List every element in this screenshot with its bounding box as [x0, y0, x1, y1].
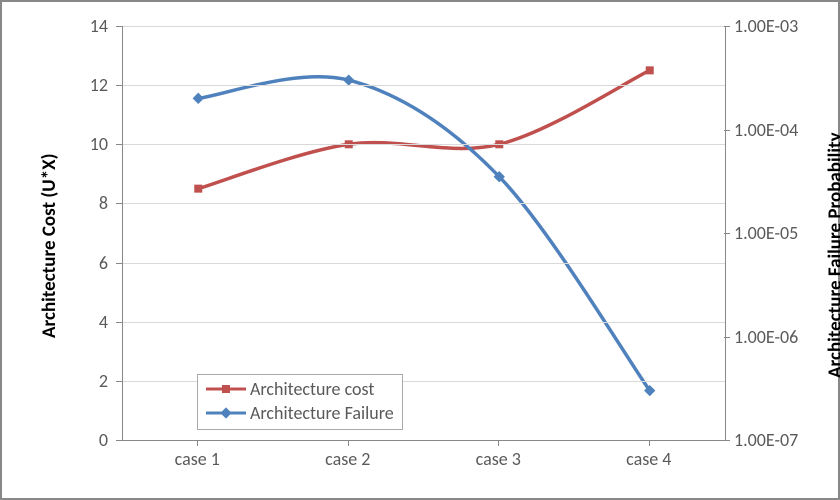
- series-marker-failure: [193, 93, 204, 104]
- gridline: [123, 85, 725, 86]
- y-right-tick: [724, 26, 730, 27]
- y-right-tick-label: 1.00E-03: [734, 15, 798, 37]
- gridline: [123, 263, 725, 264]
- y-left-tick: [116, 381, 122, 382]
- y-right-tick: [724, 440, 730, 441]
- legend-marker-failure: [220, 407, 231, 418]
- legend-item-cost: Architecture cost: [206, 377, 394, 401]
- y-left-tick-label: 6: [99, 252, 108, 274]
- x-tick-label: case 4: [619, 448, 679, 470]
- x-tick-label: case 2: [318, 448, 378, 470]
- y-left-tick: [116, 440, 122, 441]
- y-left-tick-label: 4: [99, 311, 108, 333]
- y-left-axis-title: Architecture Cost (U*X): [38, 153, 61, 338]
- y-right-tick-label: 1.00E-04: [734, 119, 798, 141]
- chart-frame: Architecture Cost (U*X) Architecture Fai…: [0, 0, 840, 500]
- legend-swatch-failure: [206, 403, 246, 423]
- series-marker-failure: [343, 74, 354, 85]
- series-marker-cost: [646, 66, 654, 74]
- y-left-tick: [116, 203, 122, 204]
- legend: Architecture costArchitecture Failure: [197, 374, 403, 430]
- x-tick: [498, 440, 499, 446]
- x-tick: [649, 440, 650, 446]
- y-left-tick-label: 10: [90, 133, 108, 155]
- y-left-tick: [116, 144, 122, 145]
- y-left-tick: [116, 322, 122, 323]
- y-right-tick-label: 1.00E-06: [734, 326, 798, 348]
- gridline: [123, 144, 725, 145]
- y-left-tick-label: 14: [90, 15, 108, 37]
- gridline: [123, 322, 725, 323]
- legend-marker-cost: [222, 385, 230, 393]
- y-right-tick-label: 1.00E-07: [734, 429, 798, 451]
- y-left-tick-label: 2: [99, 370, 108, 392]
- gridline: [123, 26, 725, 27]
- legend-swatch-cost: [206, 379, 246, 399]
- y-right-tick: [724, 337, 730, 338]
- series-line-failure: [198, 77, 650, 391]
- gridline: [123, 203, 725, 204]
- y-left-tick-label: 0: [99, 429, 108, 451]
- y-right-tick: [724, 130, 730, 131]
- x-tick: [197, 440, 198, 446]
- series-line-cost: [198, 70, 650, 188]
- x-tick: [348, 440, 349, 446]
- series-marker-cost: [194, 185, 202, 193]
- x-tick-label: case 1: [167, 448, 227, 470]
- x-tick-label: case 3: [468, 448, 528, 470]
- y-left-tick: [116, 263, 122, 264]
- legend-label-cost: Architecture cost: [250, 378, 374, 400]
- y-left-tick: [116, 85, 122, 86]
- legend-label-failure: Architecture Failure: [250, 402, 394, 424]
- y-left-tick-label: 8: [99, 192, 108, 214]
- y-left-tick-label: 12: [90, 74, 108, 96]
- y-left-tick: [116, 26, 122, 27]
- legend-item-failure: Architecture Failure: [206, 401, 394, 425]
- y-right-tick-label: 1.00E-05: [734, 222, 798, 244]
- y-right-axis-title: Architecture Failure Probability: [824, 132, 840, 378]
- y-right-tick: [724, 233, 730, 234]
